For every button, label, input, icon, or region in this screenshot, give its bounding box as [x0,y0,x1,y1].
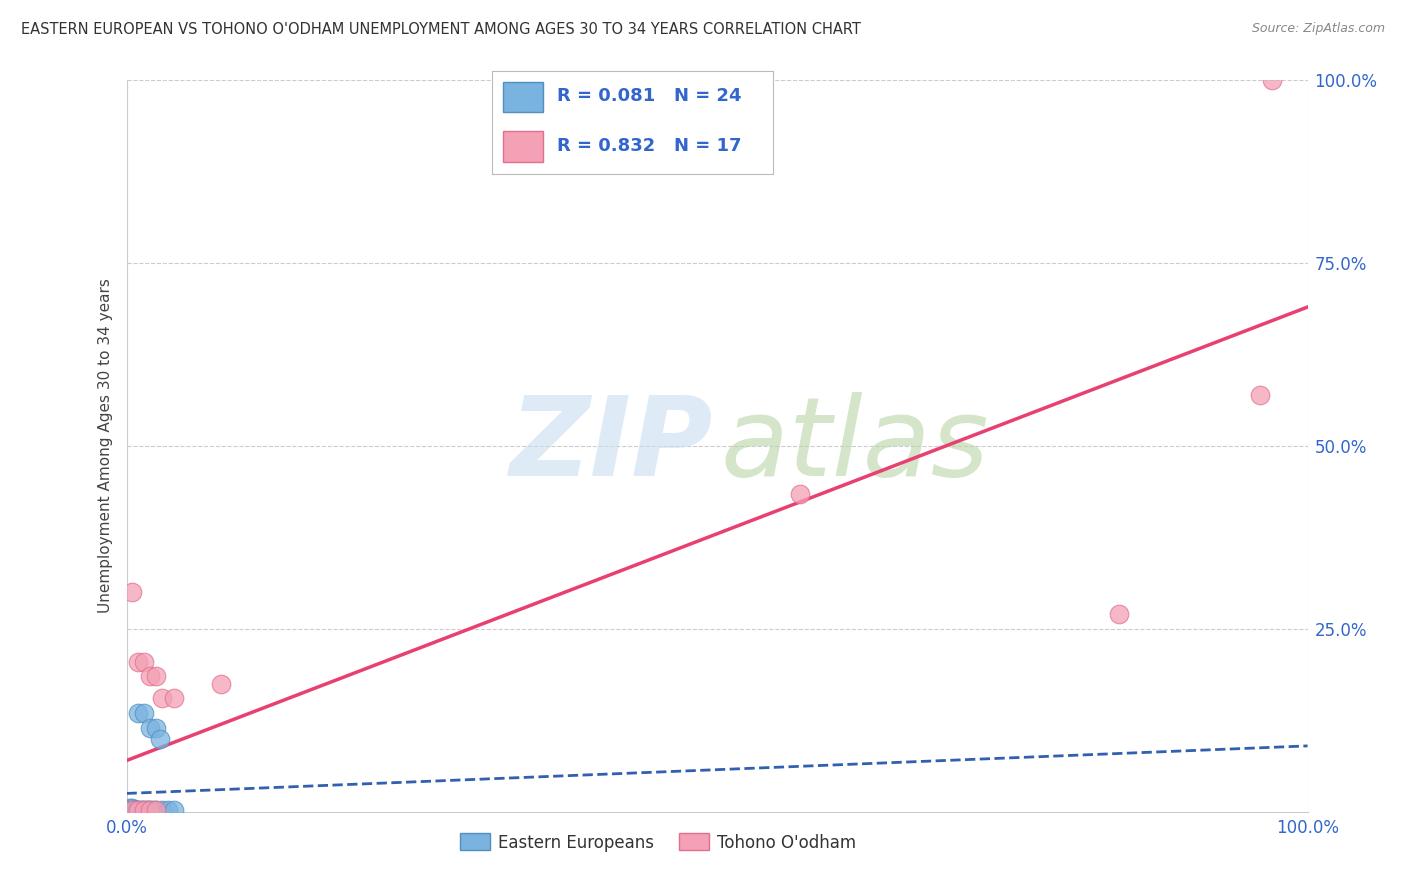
Text: EASTERN EUROPEAN VS TOHONO O'ODHAM UNEMPLOYMENT AMONG AGES 30 TO 34 YEARS CORREL: EASTERN EUROPEAN VS TOHONO O'ODHAM UNEMP… [21,22,860,37]
Point [1249,388,1271,402]
Text: R = 0.832   N = 17: R = 0.832 N = 17 [557,136,741,154]
Point [145,803,167,817]
Point [163,691,186,706]
Point [121,585,143,599]
FancyBboxPatch shape [503,82,543,112]
Legend: Eastern Europeans, Tohono O'odham: Eastern Europeans, Tohono O'odham [453,827,863,858]
Point [145,721,167,735]
Point [120,801,142,815]
Point [136,803,159,817]
Text: atlas: atlas [721,392,990,500]
Point [156,803,179,817]
Point [127,803,149,817]
Point [127,803,149,817]
Point [134,803,156,817]
Text: ZIP: ZIP [510,392,713,500]
Point [141,803,163,817]
Point [134,655,156,669]
Point [121,803,143,817]
Point [129,803,152,817]
Point [145,803,167,817]
Point [120,803,142,817]
Text: R = 0.081   N = 24: R = 0.081 N = 24 [557,87,741,105]
Point [139,803,162,817]
Point [1108,607,1130,622]
Point [139,803,162,817]
Point [789,486,811,500]
Point [209,676,232,690]
Point [122,803,145,817]
Y-axis label: Unemployment Among Ages 30 to 34 years: Unemployment Among Ages 30 to 34 years [97,278,112,614]
Point [145,669,167,683]
Point [127,655,149,669]
Point [163,803,186,817]
Point [139,669,162,683]
Point [127,803,149,817]
Point [124,803,146,817]
Point [135,803,157,817]
Point [125,803,148,817]
Point [139,721,162,735]
Point [134,803,156,817]
FancyBboxPatch shape [503,131,543,161]
Point [150,803,173,817]
Point [1261,73,1284,87]
Point [121,801,143,815]
Point [127,706,149,720]
Point [150,691,173,706]
Point [131,803,153,817]
Point [134,706,156,720]
Text: Source: ZipAtlas.com: Source: ZipAtlas.com [1251,22,1385,36]
Point [149,731,172,746]
